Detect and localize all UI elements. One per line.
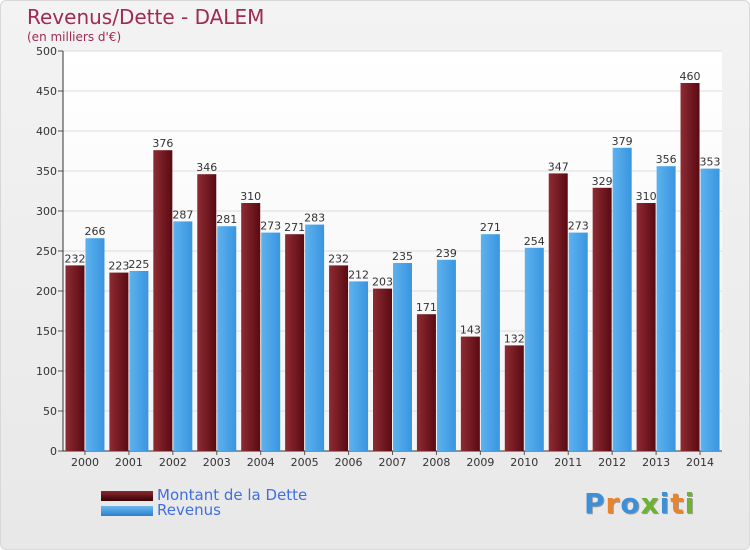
- data-label-dette: 171: [416, 301, 437, 314]
- legend-label-revenus: Revenus: [157, 501, 221, 519]
- data-label-revenus: 379: [612, 135, 633, 148]
- x-tick-label: 2005: [291, 456, 319, 469]
- bar-revenus: [612, 147, 632, 452]
- bar-dette: [680, 83, 700, 451]
- bar-revenus: [349, 281, 369, 451]
- data-label-revenus: 254: [524, 235, 545, 248]
- bar-revenus: [129, 271, 149, 451]
- data-label-dette: 143: [460, 324, 481, 337]
- data-label-revenus: 287: [172, 208, 193, 221]
- data-label-revenus: 212: [348, 268, 369, 281]
- data-label-revenus: 283: [304, 212, 325, 225]
- y-tick-label: 350: [36, 165, 57, 178]
- bar-revenus: [656, 166, 676, 451]
- data-label-dette: 223: [108, 260, 129, 273]
- bar-revenus: [568, 232, 588, 451]
- bar-dette: [592, 187, 612, 452]
- y-tick-label: 100: [36, 365, 57, 378]
- bar-dette: [636, 203, 656, 451]
- data-label-revenus: 225: [128, 258, 149, 271]
- data-label-revenus: 266: [84, 225, 105, 238]
- bar-revenus: [700, 168, 720, 451]
- data-label-dette: 132: [504, 332, 525, 345]
- y-tick-label: 50: [43, 405, 57, 418]
- data-label-dette: 376: [152, 137, 173, 150]
- bar-dette: [460, 336, 480, 451]
- bar-revenus: [524, 247, 544, 451]
- data-label-revenus: 353: [700, 156, 721, 169]
- bar-revenus: [217, 226, 237, 451]
- data-label-revenus: 356: [656, 153, 677, 166]
- data-label-revenus: 235: [392, 250, 413, 263]
- bar-dette: [504, 345, 524, 451]
- data-label-dette: 460: [680, 70, 701, 83]
- x-tick-label: 2009: [466, 456, 494, 469]
- y-tick-label: 500: [36, 45, 57, 58]
- bar-dette: [416, 314, 436, 451]
- bar-revenus: [480, 234, 500, 451]
- bar-dette: [241, 203, 261, 451]
- y-tick-label: 250: [36, 245, 57, 258]
- bar-dette: [65, 265, 85, 451]
- x-tick-label: 2008: [422, 456, 450, 469]
- x-tick-label: 2012: [598, 456, 626, 469]
- y-tick-label: 0: [50, 445, 57, 458]
- legend-label-dette: Montant de la Dette: [157, 486, 308, 504]
- data-label-dette: 310: [240, 190, 261, 203]
- data-label-dette: 329: [592, 175, 613, 188]
- bar-dette: [109, 272, 129, 451]
- x-tick-label: 2013: [642, 456, 670, 469]
- chart-subtitle: (en milliers d'€): [27, 30, 122, 44]
- bar-revenus: [261, 232, 281, 451]
- y-tick-label: 400: [36, 125, 57, 138]
- data-label-revenus: 273: [260, 220, 281, 233]
- x-tick-label: 2000: [71, 456, 99, 469]
- x-tick-label: 2003: [203, 456, 231, 469]
- y-tick-label: 200: [36, 285, 57, 298]
- x-tick-label: 2007: [379, 456, 407, 469]
- bar-dette: [548, 173, 568, 451]
- bar-dette: [285, 234, 305, 451]
- x-tick-label: 2001: [115, 456, 143, 469]
- bar-revenus: [85, 238, 105, 451]
- data-label-revenus: 281: [216, 213, 237, 226]
- legend-swatch-revenus: [101, 506, 153, 516]
- chart-title: Revenus/Dette - DALEM: [27, 5, 265, 29]
- data-label-revenus: 273: [568, 220, 589, 233]
- bar-revenus: [393, 263, 412, 451]
- x-tick-label: 2002: [159, 456, 187, 469]
- y-tick-label: 150: [36, 325, 57, 338]
- data-label-dette: 271: [284, 221, 305, 234]
- legend-swatch-dette: [101, 491, 153, 501]
- bar-dette: [153, 150, 173, 451]
- data-label-dette: 347: [548, 160, 569, 173]
- y-tick-label: 450: [36, 85, 57, 98]
- x-tick-label: 2010: [510, 456, 538, 469]
- x-tick-label: 2014: [686, 456, 714, 469]
- x-tick-label: 2004: [247, 456, 275, 469]
- x-tick-label: 2011: [554, 456, 582, 469]
- bar-dette: [329, 265, 349, 451]
- bar-dette: [373, 288, 392, 451]
- data-label-revenus: 271: [480, 221, 501, 234]
- bar-revenus: [173, 221, 193, 451]
- data-label-dette: 203: [372, 276, 393, 289]
- proxiti-logo: Proxiti: [584, 487, 696, 520]
- y-tick-label: 300: [36, 205, 57, 218]
- data-label-dette: 346: [196, 161, 217, 174]
- data-label-dette: 232: [64, 252, 85, 265]
- bar-revenus: [305, 224, 325, 451]
- data-label-revenus: 239: [436, 247, 457, 260]
- data-label-dette: 232: [328, 252, 349, 265]
- bar-dette: [197, 174, 217, 451]
- bar-revenus: [436, 259, 456, 451]
- data-label-dette: 310: [636, 190, 657, 203]
- x-tick-label: 2006: [335, 456, 363, 469]
